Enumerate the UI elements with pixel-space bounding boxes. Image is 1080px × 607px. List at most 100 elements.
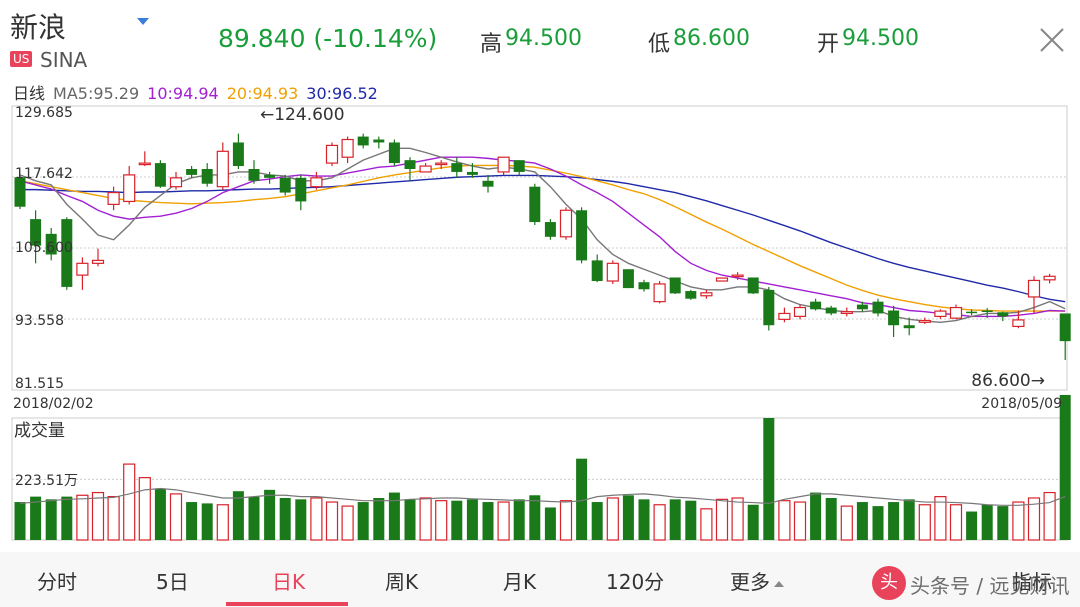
volume-bar bbox=[700, 508, 713, 541]
volume-bar bbox=[747, 504, 759, 540]
volume-bar bbox=[1012, 501, 1025, 541]
max-price-annotation: ←124.600 bbox=[260, 105, 345, 125]
candle bbox=[61, 217, 73, 290]
candle-body bbox=[934, 310, 947, 317]
candle bbox=[373, 136, 385, 149]
candle-body bbox=[966, 311, 978, 314]
volume-bar bbox=[638, 499, 650, 540]
volume-bar bbox=[216, 504, 229, 541]
candle bbox=[529, 183, 541, 226]
y-tick-label: 81.515 bbox=[15, 376, 64, 392]
candle-body bbox=[559, 209, 573, 238]
volume-bar bbox=[466, 499, 478, 540]
candle-body bbox=[949, 306, 963, 319]
volume-label: 成交量 bbox=[14, 421, 65, 441]
candle bbox=[747, 277, 759, 294]
candle bbox=[622, 269, 634, 289]
candle bbox=[482, 174, 494, 193]
volume-bar bbox=[30, 496, 42, 540]
candle-body bbox=[856, 304, 868, 310]
candle bbox=[559, 207, 573, 240]
volume-bar bbox=[731, 497, 744, 541]
candle-body bbox=[810, 301, 822, 310]
end-date: 2018/05/09 bbox=[981, 396, 1062, 412]
candle-body bbox=[731, 274, 744, 278]
candle-body bbox=[653, 283, 666, 303]
volume-bar bbox=[248, 496, 260, 540]
chevron-up-icon bbox=[774, 580, 784, 587]
stock-name[interactable]: 新浪 bbox=[10, 11, 67, 44]
candle bbox=[248, 160, 260, 184]
volume-bar bbox=[793, 501, 807, 541]
candle bbox=[107, 186, 120, 211]
candle bbox=[606, 260, 619, 284]
volume-bar bbox=[1027, 497, 1041, 541]
candle-body bbox=[325, 144, 339, 164]
volume-bar bbox=[1043, 491, 1056, 541]
ma30-value: 30:96.52 bbox=[306, 84, 378, 103]
market-badge: US bbox=[10, 51, 33, 67]
tab-5day[interactable]: 5日 bbox=[156, 570, 189, 594]
y-tick-label: 117.642 bbox=[15, 166, 73, 182]
candle bbox=[778, 307, 791, 323]
tab-120min[interactable]: 120分 bbox=[606, 570, 665, 594]
tab-intraday[interactable]: 分时 bbox=[37, 570, 77, 594]
candle-body bbox=[30, 219, 42, 246]
candle bbox=[544, 219, 556, 240]
volume-bar bbox=[186, 502, 198, 540]
period-label: 日线 bbox=[13, 84, 46, 103]
volume-bar bbox=[138, 477, 151, 541]
tab-more[interactable]: 更多 bbox=[730, 566, 784, 595]
volume-bar bbox=[169, 493, 183, 541]
tab-daily-k[interactable]: 日K bbox=[272, 570, 306, 594]
open-label: 开 bbox=[817, 32, 840, 57]
candle-body bbox=[497, 156, 510, 173]
candle-body bbox=[14, 177, 26, 207]
close-icon[interactable] bbox=[1036, 24, 1068, 56]
candle-body bbox=[138, 162, 151, 166]
candle bbox=[1027, 276, 1041, 314]
candle bbox=[997, 311, 1009, 322]
volume-bar bbox=[653, 504, 666, 541]
volume-bar bbox=[45, 499, 57, 540]
candle-body bbox=[216, 150, 229, 188]
volume-bar bbox=[559, 500, 573, 541]
high-value: 94.500 bbox=[505, 26, 582, 51]
volume-bar bbox=[840, 505, 853, 541]
volume-bar bbox=[388, 492, 400, 540]
candle-body bbox=[107, 191, 120, 205]
volume-bar bbox=[435, 500, 448, 541]
candle bbox=[310, 171, 323, 190]
volume-bar bbox=[154, 488, 166, 540]
candle-body bbox=[45, 233, 57, 255]
candle bbox=[14, 175, 26, 210]
candle bbox=[279, 174, 291, 196]
candle bbox=[669, 277, 681, 294]
volume-bar bbox=[357, 502, 369, 540]
volume-bar bbox=[497, 501, 510, 541]
volume-bar bbox=[419, 497, 432, 541]
candle-body bbox=[295, 177, 307, 202]
candle-body bbox=[279, 177, 291, 193]
tab-monthly-k[interactable]: 月K bbox=[503, 570, 537, 594]
ma10-value: 10:94.94 bbox=[147, 84, 219, 103]
volume-bar bbox=[295, 499, 307, 540]
ma5-value: MA5:95.29 bbox=[53, 84, 140, 103]
candlestick-chart[interactable]: 129.685 117.642 105.600 93.558 81.515 20… bbox=[0, 100, 1080, 552]
candle bbox=[451, 157, 463, 178]
candle bbox=[466, 163, 478, 178]
candle-body bbox=[154, 163, 166, 187]
candle bbox=[856, 301, 868, 312]
chevron-down-icon[interactable] bbox=[137, 18, 149, 25]
tab-indicators[interactable]: 指标 bbox=[1012, 570, 1052, 594]
volume-bar bbox=[373, 497, 385, 540]
candle bbox=[325, 142, 339, 167]
volume-bar bbox=[529, 495, 541, 540]
volume-bar bbox=[76, 494, 89, 541]
candle-body bbox=[778, 312, 791, 320]
volume-bar bbox=[91, 491, 105, 541]
candle-body bbox=[186, 168, 198, 175]
tab-weekly-k[interactable]: 周K bbox=[385, 570, 419, 594]
candle-body bbox=[419, 165, 432, 173]
y-tick-label: 129.685 bbox=[15, 105, 73, 121]
